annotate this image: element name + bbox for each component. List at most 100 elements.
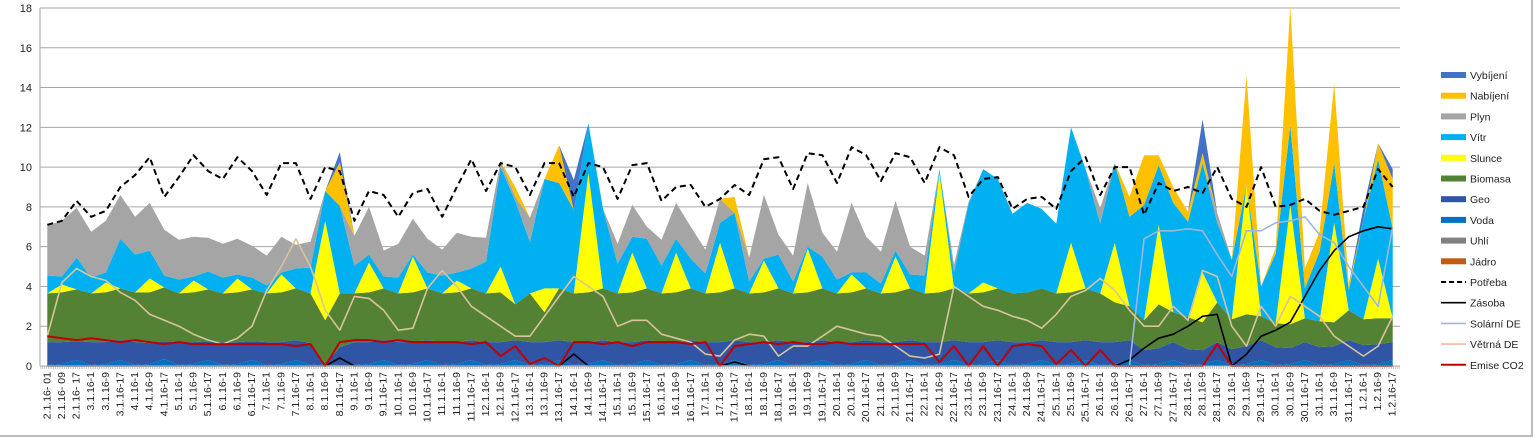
x-tick-label: 3.1.16-9 xyxy=(100,372,112,411)
legend-item: Voda xyxy=(1441,215,1494,227)
x-tick-label: 11.1.16-17 xyxy=(465,372,477,422)
x-tick-label: 19.1.16-1 xyxy=(787,372,799,417)
x-tick-label: 3.1.16-17 xyxy=(114,372,126,417)
legend-label: Plyn xyxy=(1470,111,1491,123)
legend-item: Vybíjení xyxy=(1441,70,1508,82)
legend-label: Uhlí xyxy=(1470,236,1489,248)
stacked-areas xyxy=(47,6,1393,366)
x-tick-label: 21.1.16-9 xyxy=(890,372,902,417)
x-tick-label: 16.1.16-17 xyxy=(685,372,697,422)
legend-swatch xyxy=(1441,154,1466,161)
x-tick-label: 16.1.16-9 xyxy=(670,372,682,417)
area-biomasa xyxy=(47,287,1393,364)
area-voda xyxy=(47,359,1393,366)
x-tick-label: 26.1.16-17 xyxy=(1124,372,1136,422)
legend-label: Emise CO2 xyxy=(1470,360,1524,372)
legend-label: Větrná DE xyxy=(1470,339,1518,351)
x-tick-label: 13.1.16-17 xyxy=(553,372,565,422)
x-tick-label: 17.1.16-9 xyxy=(714,372,726,417)
x-tick-label: 15.1.16-9 xyxy=(626,372,638,417)
x-tick-label: 20.1.16-1 xyxy=(831,372,843,417)
x-tick-label: 9.1.16-1 xyxy=(348,372,360,411)
x-tick-label: 14.1.16-17 xyxy=(597,372,609,422)
x-tick-label: 2.1.16- 01 xyxy=(41,372,53,419)
y-tick-label: 6 xyxy=(26,242,32,254)
x-tick-label: 28.1.16-17 xyxy=(1211,372,1223,422)
legend-swatch xyxy=(1441,92,1466,99)
y-tick-label: 16 xyxy=(20,43,32,55)
legend-label: Jádro xyxy=(1470,256,1496,268)
legend-label: Zásoba xyxy=(1470,298,1505,310)
legend-swatch xyxy=(1441,113,1466,120)
legend-item: Nabíjení xyxy=(1441,91,1509,103)
legend-label: Nabíjení xyxy=(1470,91,1509,103)
x-tick-label: 4.1.16-17 xyxy=(158,372,170,417)
x-tick-label: 10.1.16-1 xyxy=(392,372,404,417)
line-větrná-de xyxy=(46,237,1394,359)
x-tick-label: 19.1.16-17 xyxy=(816,372,828,422)
x-tick-label: 17.1.16-17 xyxy=(729,372,741,422)
x-tick-label: 8.1.16-17 xyxy=(334,372,346,417)
x-tick-label: 12.1.16-9 xyxy=(495,372,507,417)
x-tick-label: 8.1.16-1 xyxy=(305,372,317,411)
x-tick-label: 7.1.16-9 xyxy=(275,372,287,411)
legend-item: Vítr xyxy=(1441,132,1487,144)
legend-label: Voda xyxy=(1470,215,1494,227)
x-tick-label: 10.1.16-17 xyxy=(422,372,434,422)
x-tick-label: 2.1.16- 17 xyxy=(71,372,83,419)
x-tick-label: 12.1.16-1 xyxy=(480,372,492,417)
y-axis-ticks: 0 2 4 6 8 10 12 14 16 18 xyxy=(20,3,32,373)
legend-item: Jádro xyxy=(1441,256,1496,268)
area-slunce xyxy=(47,173,1393,325)
legend-item: Geo xyxy=(1441,194,1490,206)
x-tick-label: 17.1.16-1 xyxy=(699,372,711,417)
x-tick-label: 9.1.16-17 xyxy=(378,372,390,417)
y-tick-label: 10 xyxy=(20,162,32,174)
x-tick-label: 11.1.16-1 xyxy=(436,372,448,416)
legend: Vybíjení Nabíjení Plyn Vítr Slunce Biomasa Geo… xyxy=(1441,70,1524,372)
x-tick-label: 28.1.16-1 xyxy=(1182,372,1194,417)
x-tick-label: 24.1.16-9 xyxy=(1021,372,1033,417)
legend-item: Solární DE xyxy=(1441,318,1521,330)
legend-item: Větrná DE xyxy=(1441,339,1518,351)
legend-swatch xyxy=(1441,237,1466,244)
x-tick-label: 26.1.16-1 xyxy=(1094,372,1106,417)
x-tick-label: 5.1.16-1 xyxy=(173,372,185,411)
x-tick-label: 28.1.16-9 xyxy=(1197,372,1209,417)
legend-item: Plyn xyxy=(1441,111,1491,123)
legend-label: Geo xyxy=(1470,194,1490,206)
x-tick-label: 20.1.16-17 xyxy=(860,372,872,422)
x-tick-label: 21.1.16-17 xyxy=(904,372,916,422)
x-tick-label: 13.1.16-9 xyxy=(539,372,551,417)
area-plyn xyxy=(47,123,1393,291)
legend-label: Slunce xyxy=(1470,153,1502,165)
y-tick-label: 18 xyxy=(20,3,32,15)
y-tick-label: 12 xyxy=(20,122,32,134)
legend-label: Potřeba xyxy=(1470,277,1507,289)
legend-label: Vybíjení xyxy=(1470,70,1508,82)
legend-item: Slunce xyxy=(1441,153,1502,165)
x-tick-label: 27.1.16-1 xyxy=(1138,372,1150,417)
x-tick-label: 31.1.16-17 xyxy=(1343,372,1355,422)
x-tick-label: 5.1.16-17 xyxy=(202,372,214,417)
x-tick-label: 4.1.16-1 xyxy=(129,372,141,411)
x-tick-label: 25.1.16-17 xyxy=(1080,372,1092,422)
legend-item: Uhlí xyxy=(1441,236,1489,248)
y-tick-label: 4 xyxy=(26,281,32,293)
x-tick-label: 7.1.16-1 xyxy=(261,372,273,411)
x-tick-label: 14.1.16-9 xyxy=(582,372,594,417)
legend-swatch xyxy=(1441,134,1466,141)
x-tick-label: 3.1.16-1 xyxy=(85,372,97,411)
legend-swatch xyxy=(1441,175,1466,182)
x-tick-label: 15.1.16-17 xyxy=(641,372,653,422)
x-tick-label: 14.1.16-1 xyxy=(568,372,580,417)
x-tick-label: 30.1.16-9 xyxy=(1284,372,1296,417)
x-tick-label: 23.1.16-9 xyxy=(977,372,989,417)
x-tick-label: 18.1.16-9 xyxy=(758,372,770,417)
x-tick-label: 1.2.16-9 xyxy=(1372,372,1384,411)
y-tick-label: 0 xyxy=(26,361,32,373)
x-tick-label: 25.1.16-9 xyxy=(1065,372,1077,417)
x-tick-label: 8.1.16-9 xyxy=(319,372,331,411)
area-nabíjení xyxy=(47,6,1393,291)
